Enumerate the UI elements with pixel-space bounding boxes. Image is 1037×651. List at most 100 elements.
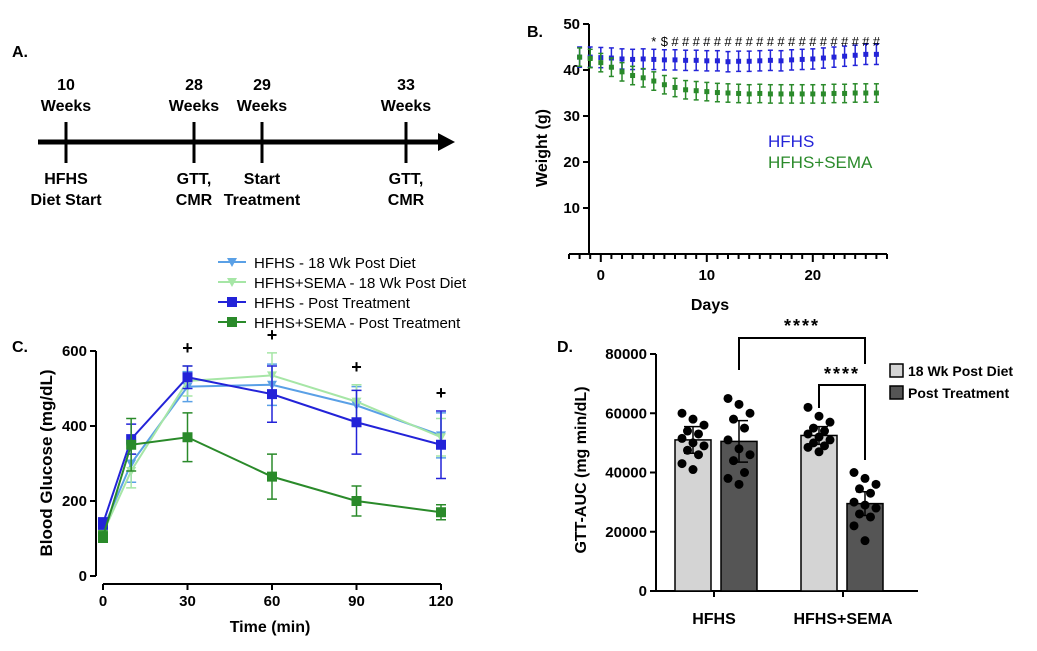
hfhs-point — [640, 56, 646, 62]
data-point — [860, 473, 870, 483]
data-point — [745, 408, 755, 418]
hfhs-sema-point — [810, 91, 816, 97]
hfhs-sema-point — [693, 88, 699, 94]
legend-entry: 18 Wk Post Diet — [908, 363, 1013, 379]
significance-marker: # — [809, 34, 817, 49]
data-point — [803, 442, 813, 452]
y-tick-label: 40 — [563, 62, 580, 79]
data-point — [723, 435, 733, 445]
data-point — [734, 444, 744, 454]
significance-marker: # — [756, 34, 764, 49]
data-point — [825, 417, 835, 427]
legend-marker — [227, 258, 237, 267]
significance-marker: # — [841, 34, 849, 49]
legend-marker — [227, 297, 237, 307]
hfhs-sema-point — [651, 78, 657, 84]
data-point — [871, 479, 881, 489]
significance-stars: **** — [784, 316, 820, 336]
significance-plus: + — [182, 338, 193, 358]
legend-marker — [227, 278, 237, 287]
panel-d-label: D. — [557, 339, 573, 356]
panel-a-timeline: A. 10 Weeks HFHS Diet Start 28 Weeks GTT, CMR 29… — [12, 44, 455, 209]
data-point — [729, 414, 738, 424]
data-point — [694, 429, 703, 439]
data-point — [849, 497, 859, 507]
data-point — [126, 439, 137, 450]
timeline-weeks-unit: Weeks — [41, 98, 92, 115]
hfhs-point — [799, 56, 805, 62]
significance-bracket — [818, 384, 866, 460]
panel-c-ylabel: Blood Glucose (mg/dL) — [37, 370, 56, 557]
data-point — [267, 471, 277, 482]
panel-b-label: B. — [527, 24, 543, 41]
y-tick-label: 60000 — [605, 405, 647, 422]
timeline-event-line2: CMR — [176, 192, 213, 209]
x-tick-label: 20 — [804, 267, 821, 284]
data-point — [803, 429, 813, 439]
category-label: HFHS — [692, 611, 736, 628]
legend-entry: HFHS - Post Treatment — [254, 295, 411, 312]
significance-stars: **** — [824, 364, 860, 384]
x-tick-label: 60 — [264, 593, 281, 610]
panel-d-ylabel: GTT-AUC (mg min/dL) — [573, 386, 590, 553]
hfhs-sema-point — [619, 69, 625, 75]
data-point — [740, 468, 749, 477]
data-point — [688, 414, 698, 424]
data-point — [729, 456, 738, 466]
data-point — [849, 468, 859, 477]
category-label: HFHS+SEMA — [793, 611, 893, 628]
y-tick-label: 80000 — [605, 346, 647, 363]
hfhs-sema-point — [577, 54, 583, 60]
legend-entry: HFHS+SEMA - 18 Wk Post Diet — [254, 275, 467, 292]
y-tick-label: 20 — [563, 154, 580, 171]
hfhs-sema-point — [746, 91, 752, 97]
significance-marker: # — [746, 34, 754, 49]
significance-marker: # — [735, 34, 743, 49]
hfhs-sema-point — [842, 90, 848, 96]
data-point — [723, 473, 733, 483]
timeline-event-line1: GTT, — [389, 171, 424, 188]
hfhs-point — [661, 57, 667, 63]
bar — [720, 440, 758, 592]
significance-marker: # — [777, 34, 785, 49]
hfhs-sema-point — [799, 91, 805, 97]
hfhs-point — [767, 57, 773, 63]
y-tick-label: 10 — [563, 200, 580, 217]
data-point — [182, 372, 193, 383]
hfhs-point — [778, 58, 784, 64]
significance-marker: # — [703, 34, 711, 49]
hfhs-sema-point — [672, 84, 678, 90]
hfhs-point — [725, 59, 731, 65]
data-point — [182, 432, 193, 443]
data-point — [683, 426, 692, 436]
hfhs-point — [746, 58, 752, 64]
data-point — [871, 503, 881, 513]
hfhs-sema-point — [873, 90, 879, 96]
data-point — [860, 536, 870, 546]
significance-marker: # — [767, 34, 775, 49]
y-tick-label: 0 — [639, 583, 647, 600]
significance-bracket — [738, 337, 866, 370]
data-point — [825, 435, 835, 445]
y-tick-label: 0 — [79, 568, 87, 585]
timeline-event-line2: Diet Start — [30, 192, 102, 209]
timeline-weeks-unit: Weeks — [237, 98, 288, 115]
x-tick-label: 0 — [99, 593, 107, 610]
hfhs-sema-point — [736, 90, 742, 96]
hfhs-point — [810, 56, 816, 62]
data-point — [820, 441, 829, 451]
significance-marker: # — [714, 34, 722, 49]
panel-b-xlabel: Days — [691, 297, 729, 314]
hfhs-sema-point — [704, 89, 710, 95]
significance-marker: $ — [661, 34, 669, 49]
data-point — [740, 423, 749, 433]
data-point — [860, 500, 870, 510]
significance-marker: # — [682, 34, 690, 49]
y-tick-label: 400 — [62, 418, 87, 435]
significance-plus: + — [436, 383, 447, 403]
series-line-1 — [102, 374, 442, 534]
panel-b-weight-chart: B. Weight (g) Days HFHS HFHS+SEMA 10 20 30… — [527, 16, 888, 314]
y-tick-label: 40000 — [605, 465, 647, 482]
data-point — [866, 512, 875, 522]
series-line-3 — [102, 436, 442, 537]
